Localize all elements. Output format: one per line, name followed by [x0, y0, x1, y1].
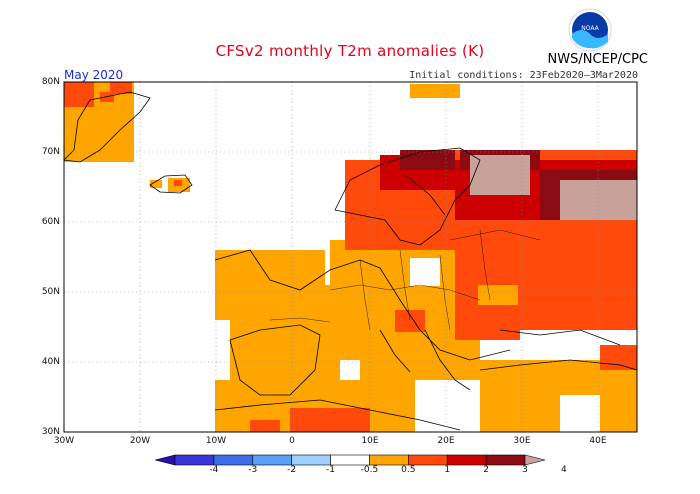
- iceland-anomaly: [150, 178, 190, 192]
- colorbar-label: -3: [248, 465, 258, 475]
- colorbar-segment: [291, 454, 331, 466]
- colorbar-segment: [369, 454, 409, 466]
- lat-label-40n: 40N: [41, 357, 60, 367]
- lat-label-70n: 70N: [41, 147, 60, 157]
- colorbar-segment: [154, 454, 176, 466]
- colorbar-segment: [252, 454, 292, 466]
- lat-label-50n: 50N: [41, 287, 60, 297]
- colorbar-label: -1: [326, 465, 336, 475]
- colorbar-segment: [524, 454, 546, 466]
- colorbar-label: 1: [444, 465, 451, 475]
- page-title: CFSv2 monthly T2m anomalies (K): [215, 42, 485, 60]
- colorbar-label: 0.5: [401, 465, 416, 475]
- middle-east-anomaly: [480, 345, 637, 432]
- noaa-logo: NOAA: [568, 8, 612, 52]
- colorbar-label: 2: [483, 465, 489, 475]
- lon-label-40e: 40E: [589, 436, 607, 446]
- lon-label-10e: 10E: [361, 436, 379, 446]
- lat-label-60n: 60N: [41, 217, 60, 227]
- lon-label-10w: 10W: [205, 436, 227, 446]
- colorbar-segment: [213, 454, 254, 466]
- colorbar-label: -0.5: [360, 465, 379, 475]
- map-frame: [63, 81, 638, 433]
- colorbar-segment: [330, 454, 370, 466]
- colorbar-segment: [174, 454, 215, 466]
- colorbar-segment: [408, 454, 448, 466]
- greenland-anomaly: [64, 82, 134, 162]
- lon-label-30e: 30E: [513, 436, 531, 446]
- colorbar-label: -4: [209, 465, 219, 475]
- colorbar-segment: [485, 454, 526, 466]
- lon-label-20e: 20E: [437, 436, 455, 446]
- borders: [269, 229, 541, 331]
- svalbard-anomaly: [410, 84, 460, 98]
- lat-label-30n: 30N: [41, 427, 60, 437]
- lon-label-20w: 20W: [129, 436, 151, 446]
- initial-conditions: Initial conditions: 23Feb2020–3Mar2020: [409, 70, 638, 81]
- colorbar-segment: [446, 454, 487, 466]
- lat-label-80n: 80N: [41, 77, 60, 87]
- lon-label-30w: 30W: [53, 436, 75, 446]
- scandinavia-anomaly: [345, 150, 475, 250]
- logo-text: NOAA: [581, 25, 599, 32]
- colorbar-label: 4: [561, 465, 567, 475]
- colorbar-label: 3: [522, 465, 528, 475]
- agency-label: NWS/NCEP/CPC: [547, 52, 648, 67]
- forecast-period: May 2020: [64, 68, 124, 82]
- lon-label-0: 0: [289, 436, 295, 446]
- colorbar-label: -2: [287, 465, 297, 475]
- coastlines: [64, 91, 637, 431]
